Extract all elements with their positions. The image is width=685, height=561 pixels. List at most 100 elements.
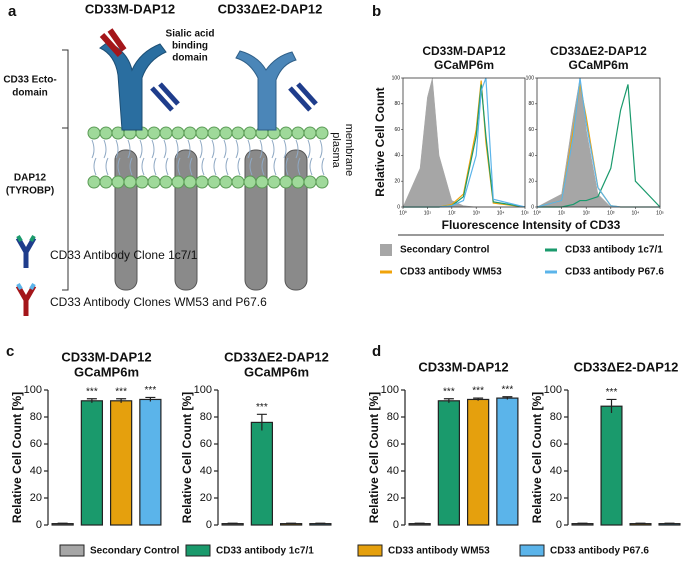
lipid-tail: [187, 139, 193, 176]
lipid-tail: [151, 139, 157, 176]
bar: [437, 400, 461, 526]
y-tick-label: 40: [30, 465, 42, 477]
lipid-head: [147, 126, 161, 140]
y-tick-label: 100: [24, 384, 42, 396]
lipid-tail: [115, 139, 121, 176]
significance-label: ***: [145, 385, 157, 396]
region-label: CD33 Ecto-: [3, 75, 56, 86]
x-tick-label: 10⁰: [399, 210, 407, 216]
lipid-tail: [127, 139, 133, 176]
panel-label: c: [6, 343, 14, 360]
lipid-tail: [139, 139, 145, 176]
bar: [466, 398, 490, 526]
receptor-shapes: [62, 28, 318, 291]
error-bar: [57, 522, 68, 525]
lipid-head: [255, 175, 269, 189]
antibody-icons: [15, 234, 37, 316]
lipid-head: [207, 126, 221, 140]
lipid-head: [291, 175, 305, 189]
y-tick-label: 40: [200, 465, 212, 477]
dap12-pillar: [244, 149, 268, 291]
membrane-label: plasma: [330, 132, 342, 168]
lipid-tail: [175, 139, 181, 176]
legend-swatch: [380, 244, 392, 256]
y-axis-label: Relative Cell Count [%]: [10, 392, 24, 523]
chart-title: CD33ΔE2-DAP12: [550, 44, 647, 58]
error-bar: [606, 398, 617, 413]
error-bar: [227, 522, 238, 525]
chart-subtitle: GCaMP6m: [244, 364, 309, 379]
annotation: binding: [172, 41, 208, 52]
y-axis-label: Relative Cell Count [%]: [180, 392, 194, 523]
plot-frame: [536, 77, 661, 208]
significance-label: ***: [256, 402, 268, 413]
chart-title: CD33M-DAP12: [418, 359, 508, 374]
y-tick-label: 40: [550, 465, 562, 477]
lipid-head: [171, 126, 185, 140]
y-tick-label: 80: [200, 411, 212, 423]
y-tick-label: 80: [387, 411, 399, 423]
lipid-tail: [283, 139, 289, 176]
antibody-label: CD33 Antibody Clone 1c7/1: [50, 248, 198, 262]
y-tick-label: 0: [531, 204, 534, 210]
construct-header: CD33ΔE2-DAP12: [218, 1, 323, 16]
lipid-head: [303, 175, 317, 189]
x-tick-label: 10³: [607, 210, 615, 216]
lipid-head: [243, 126, 257, 140]
lipid-tail: [259, 139, 265, 176]
y-tick-label: 60: [387, 438, 399, 450]
chart-title: CD33M-DAP12: [61, 349, 151, 364]
lipid-head: [183, 175, 197, 189]
y-tick-label: 80: [394, 101, 400, 107]
panel-label: a: [8, 3, 17, 20]
histogram-curve: [402, 77, 525, 208]
panel-label: b: [372, 3, 381, 20]
region-label: DAP12: [14, 173, 47, 184]
lipid-tail: [235, 139, 241, 176]
x-tick-label: 10⁴: [632, 210, 640, 216]
lipid-head: [159, 175, 173, 189]
y-tick-label: 0: [36, 519, 42, 531]
x-tick-label: 10⁰: [533, 210, 541, 216]
lipid-head: [147, 175, 161, 189]
panel-label: d: [372, 343, 381, 360]
y-tick-label: 80: [550, 411, 562, 423]
dap12-pillar: [284, 149, 308, 291]
y-axis-label: Relative Cell Count: [373, 87, 387, 196]
significance-label: ***: [86, 386, 98, 397]
construct-header: CD33M-DAP12: [85, 1, 175, 16]
lipid-head: [267, 175, 281, 189]
significance-label: ***: [606, 387, 618, 398]
bar: [109, 400, 133, 526]
legend-swatch: [185, 544, 211, 557]
chart-subtitle: GCaMP6m: [568, 58, 628, 72]
x-tick-label: 10²: [448, 210, 456, 216]
region-label: (TYROBP): [6, 186, 54, 197]
lipid-head: [231, 126, 245, 140]
lipid-tail: [247, 139, 253, 176]
y-tick-label: 60: [550, 438, 562, 450]
legend-label: Secondary Control: [400, 245, 490, 256]
lipid-tail: [103, 139, 109, 176]
y-tick-label: 40: [394, 153, 400, 159]
lipid-tail: [295, 139, 301, 176]
y-tick-label: 20: [387, 492, 399, 504]
lipid-tail: [307, 139, 313, 176]
membrane-diagram: [87, 126, 329, 291]
error-bar: [414, 522, 425, 525]
lipid-head: [159, 126, 173, 140]
error-bar: [635, 522, 646, 525]
bar: [496, 397, 519, 526]
error-bar: [473, 397, 484, 401]
significance-label: ***: [115, 386, 127, 397]
plot-frame: [402, 77, 526, 208]
membrane-label: membrane: [343, 124, 355, 177]
chart-title: CD33M-DAP12: [422, 44, 506, 58]
x-tick-label: 10²: [583, 210, 591, 216]
y-tick-label: 20: [200, 492, 212, 504]
lipid-tail: [211, 139, 217, 176]
chart-subtitle: GCaMP6m: [434, 58, 494, 72]
legend-swatch: [59, 544, 85, 557]
y-tick-label: 40: [387, 465, 399, 477]
